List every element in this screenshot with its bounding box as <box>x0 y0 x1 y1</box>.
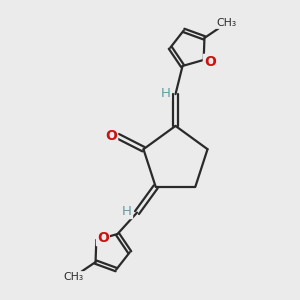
Text: CH₃: CH₃ <box>217 18 237 28</box>
Text: CH₃: CH₃ <box>63 272 83 282</box>
Text: H: H <box>122 205 132 218</box>
Text: H: H <box>161 87 171 100</box>
Text: O: O <box>105 129 117 143</box>
Text: O: O <box>97 231 109 245</box>
Text: O: O <box>204 55 216 69</box>
